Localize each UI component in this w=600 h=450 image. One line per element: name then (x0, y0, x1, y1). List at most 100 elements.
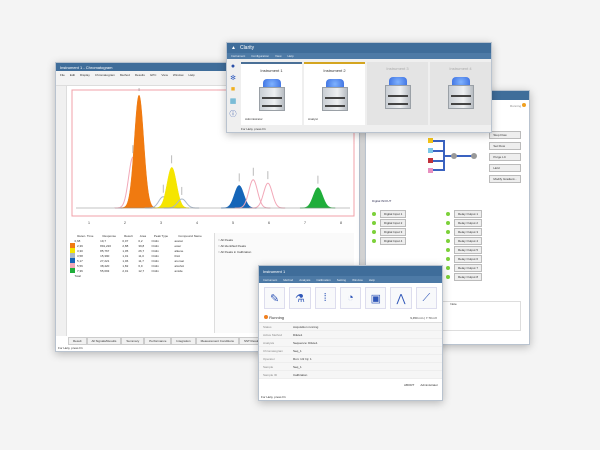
menu-item[interactable]: Display (80, 72, 90, 77)
output-desc[interactable]: Relay Output 1 (454, 209, 483, 218)
menu-item[interactable]: Help (188, 72, 195, 77)
table-row[interactable]: 0,68 19,7 0,07 0,2 Ordin acetat (73, 238, 208, 243)
table-row[interactable]: 3,58 15,390 1,01 11,0 Ordin thiol (70, 253, 208, 258)
output-desc[interactable]: Relay Output 7 (454, 263, 483, 272)
control-button[interactable]: Stop Flow (489, 131, 521, 139)
menu-item[interactable]: Results (134, 72, 145, 77)
table-cell: 0,07 (122, 238, 129, 243)
table-cell: alkene (174, 248, 184, 253)
output-desc[interactable]: Relay Output 5 (454, 245, 483, 254)
io-row: Digital Input 4 Relay Output 4 (372, 236, 522, 245)
table-cell: 5,17 (70, 258, 99, 263)
input-desc: Digital Input 3 (380, 227, 407, 236)
table-cell: aromat (174, 258, 184, 263)
table-cell: 6,9 (138, 263, 143, 268)
menu-item[interactable]: Window (352, 277, 363, 282)
peak[interactable] (220, 185, 257, 209)
peak[interactable] (153, 167, 190, 209)
menu-item[interactable]: View (275, 54, 282, 58)
user-button[interactable]: Administrator (420, 383, 438, 387)
sequence-icon[interactable]: ⁞ (314, 287, 336, 309)
chromatogram-icon[interactable]: ⋀ (390, 287, 412, 309)
radio-option[interactable]: ○ All Identified Peaks (218, 244, 246, 248)
table-cell: Ordin (151, 253, 159, 258)
menu-item[interactable]: Setting (336, 277, 347, 282)
menu-item[interactable]: Instrument (263, 277, 278, 282)
instrument-card[interactable]: Instrument 4 (430, 62, 491, 125)
tab[interactable]: Result (68, 337, 87, 345)
data-acquisition-icon[interactable]: ▣ (365, 287, 387, 309)
tab[interactable]: Performance (144, 337, 172, 345)
menu-item[interactable]: View (161, 72, 168, 77)
instrument-card[interactable]: Instrument 3 (367, 62, 428, 125)
user-icon[interactable]: ● (230, 63, 236, 70)
radio-option[interactable]: ○ All Peaks in Calibration (218, 250, 252, 254)
instrument-name: Instrument 4 (449, 66, 472, 71)
instrument-card[interactable]: Instrument 1 Administrator (241, 62, 302, 125)
single-analysis-icon[interactable]: ⚗ (289, 287, 311, 309)
tab[interactable]: Measurement Conditions (195, 337, 239, 345)
instrument-user: Analyst (308, 117, 318, 121)
table-cell: 15,390 (100, 253, 110, 258)
menu-item[interactable]: Analysis (299, 277, 311, 282)
menu-item[interactable]: Instrument (231, 54, 246, 58)
settings-icon[interactable]: ✻ (230, 75, 236, 82)
table-cell: 1,06 (122, 258, 129, 263)
output-desc[interactable]: Relay Output 6 (454, 254, 483, 263)
output-desc[interactable]: Relay Output 4 (454, 236, 483, 245)
menu-item[interactable]: Method (119, 72, 130, 77)
tab[interactable]: Summary (121, 337, 145, 345)
column-header: Compound Name (178, 233, 202, 238)
table-row[interactable]: 5,17 27,221 1,06 11,7 Ordin aromat (70, 258, 208, 263)
control-button[interactable]: Modify Gradient... (489, 175, 521, 183)
instrument-user: Administrator (245, 117, 263, 121)
instrument-card[interactable]: Instrument 2 Analyst (304, 62, 365, 125)
menu-bar: Instrument Configuration View Help (227, 53, 491, 59)
output-desc[interactable]: Relay Output 8 (454, 272, 483, 281)
menu-item[interactable]: Method (283, 277, 294, 282)
menu-item[interactable]: Help (287, 54, 294, 58)
menu-item[interactable]: Chromatogram (94, 72, 115, 77)
info-label: Chromatogram (263, 348, 284, 353)
table-row[interactable]: 7,36 55,693 2,01 12,7 Ordin amide (70, 268, 208, 273)
table-cell: 7,36 (70, 268, 99, 273)
info-icon[interactable]: ⓘ (229, 111, 237, 118)
table-cell: 891,220 (100, 243, 112, 248)
column-header: Area (139, 233, 147, 238)
chart-icon[interactable]: ▦ (229, 98, 237, 105)
table-cell: Ordin (151, 238, 159, 243)
tab[interactable]: Integration (171, 337, 196, 345)
radio-label: All Peaks in Calibration (220, 250, 252, 254)
control-button[interactable]: Purge LC (489, 153, 521, 161)
menu-item[interactable]: Edit (69, 72, 76, 77)
control-button[interactable]: Set Flow (489, 142, 521, 150)
control-button[interactable]: Hold (489, 164, 521, 172)
menu-item[interactable]: Configuration (251, 54, 270, 58)
output-desc[interactable]: Relay Output 3 (454, 227, 483, 236)
peak[interactable] (120, 94, 157, 209)
abort-button[interactable]: ABORT (404, 383, 415, 387)
output-desc[interactable]: Relay Output 2 (454, 218, 483, 227)
table-cell: acetat (174, 238, 183, 243)
menu-item[interactable]: GPC (149, 72, 157, 77)
menu-item[interactable]: Window (172, 72, 184, 77)
folder-icon[interactable]: ■ (230, 86, 236, 93)
calibration-icon[interactable]: ⟋ (415, 287, 437, 309)
tab[interactable]: All Signals/Results (86, 337, 122, 345)
menu-item[interactable]: File (60, 72, 65, 77)
valve-diagram (428, 138, 477, 173)
table-row[interactable]: 3,30 85,767 1,05 26,7 Ordin alkene (70, 248, 208, 253)
menu-item[interactable]: Help (368, 277, 375, 282)
device-monitor-icon[interactable]: ◔ (339, 287, 362, 309)
info-value: Run: 1/2 Inj: 1 (293, 356, 312, 361)
menu-item[interactable]: Calibration (316, 277, 331, 282)
method-setup-icon[interactable]: ✎ (264, 287, 286, 309)
peak[interactable] (299, 187, 336, 209)
io-row: Relay Output 5 (372, 245, 522, 254)
table-row[interactable]: 5,56 38,420 1,82 6,9 Ordin alcohol (70, 263, 208, 268)
table-row[interactable]: 2,39 891,220 2,88 39,8 Ordin ester (70, 243, 208, 248)
peak[interactable] (249, 182, 286, 209)
peak[interactable] (234, 179, 271, 209)
radio-option[interactable]: ○ All Peaks (218, 238, 233, 242)
clarity-logo-icon: ▲ (231, 45, 236, 51)
